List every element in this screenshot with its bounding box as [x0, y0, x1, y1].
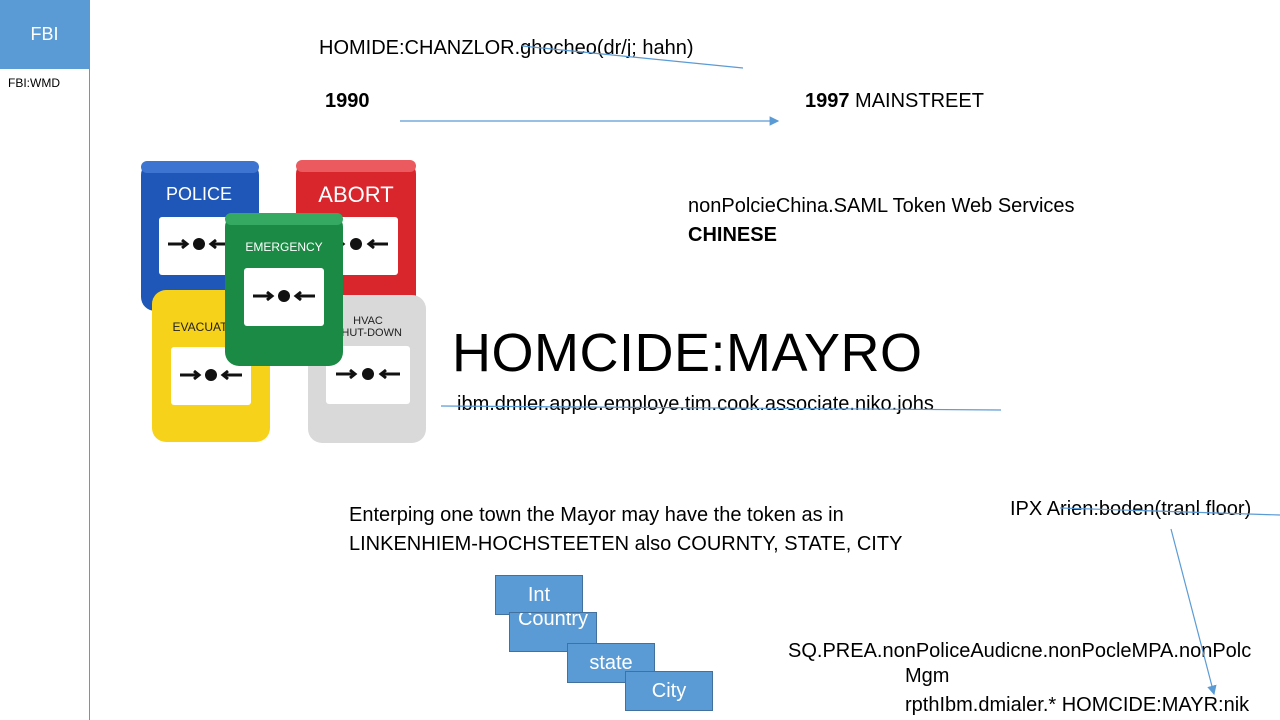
ipx-strike-line: [1059, 507, 1280, 516]
evacuate-button-label: EVACUAT: [173, 320, 229, 334]
description-line1: Enterping one town the Mayor may have th…: [349, 504, 844, 526]
bottom-right-line2: Mgm: [905, 665, 950, 687]
token-note-line1: nonPolcieChina.SAML Token Web Services: [688, 195, 1075, 217]
timeline-end-label: MAINSTREET: [849, 90, 984, 112]
main-subtitle: ibm.dmler.apple.employe.tim.cook.associa…: [457, 393, 934, 415]
police-button-label: POLICE: [166, 184, 232, 204]
fbi-subtitle: FBI:WMD: [8, 76, 60, 90]
abort-button-label: ABORT: [318, 182, 393, 207]
emergency-buttons-illustration: POLICE ABORT EVACUAT HVAC SHUT-DOWN: [141, 160, 426, 443]
ipx-label: IPX Arien:boden(tranl floor): [1010, 498, 1252, 520]
hvac-button-label-line1: HVAC: [353, 315, 383, 327]
ipx-arrow: [1170, 528, 1217, 696]
bottom-right-line1: SQ.PREA.nonPoliceAudicne.nonPocleMPA.non…: [788, 640, 1252, 662]
timeline-start: 1990: [325, 90, 370, 112]
description-line2: LINKENHIEM-HOCHSTEETEN also COURNTY, STA…: [349, 533, 903, 555]
token-note-line2: CHINESE: [688, 224, 777, 246]
emergency-button: EMERGENCY: [225, 213, 343, 366]
hierarchy-box-int[interactable]: Int: [495, 575, 583, 615]
hierarchy-box-country-label: Country: [517, 612, 589, 630]
hierarchy-box-city[interactable]: City: [625, 671, 713, 711]
header-strike-line: [521, 45, 744, 69]
timeline-end-year: 1997: [805, 90, 850, 112]
fbi-logo-box[interactable]: FBI: [0, 0, 89, 69]
subtitle-underline: [440, 405, 1002, 411]
hvac-button-label-line2: SHUT-DOWN: [334, 327, 402, 339]
bottom-right-line3: rpthIbm.dmialer.* HOMCIDE:MAYR:nik: [905, 694, 1250, 716]
timeline-end: 1997 MAINSTREET: [805, 90, 984, 113]
emergency-button-label: EMERGENCY: [245, 240, 322, 254]
main-title: HOMCIDE:MAYRO: [452, 323, 923, 383]
sidebar-divider: [89, 0, 90, 720]
fbi-label: FBI: [30, 24, 59, 44]
